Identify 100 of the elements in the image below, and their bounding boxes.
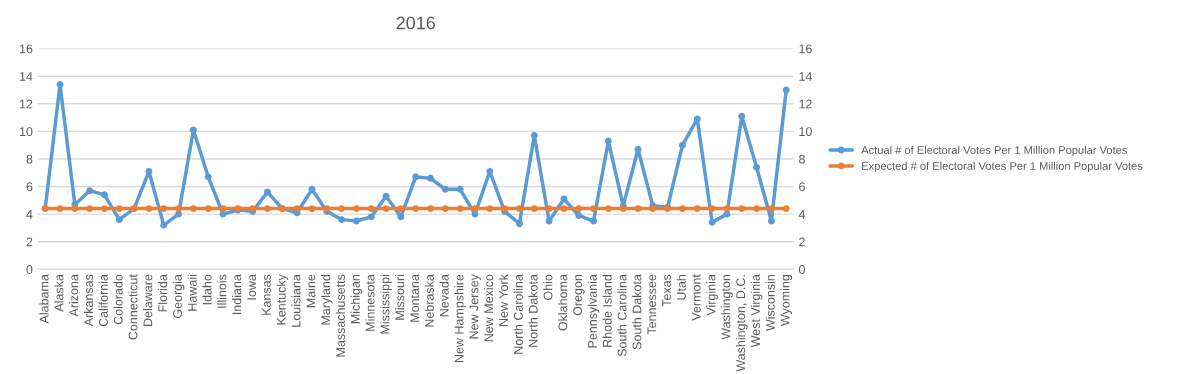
point (352, 217, 360, 225)
point (782, 86, 790, 94)
chart-title: 2016 (396, 16, 435, 30)
x-tick-label: Indiana (232, 274, 242, 314)
x-tick-label: Illinois (217, 274, 227, 308)
point (367, 213, 375, 221)
y-tick-label: 6 (26, 182, 33, 192)
point (515, 220, 523, 228)
y-tick-label: 2 (26, 237, 33, 247)
y2-tick-label: 8 (799, 154, 805, 164)
y-tick-label: 10 (19, 127, 33, 137)
x-tick-label: Tennessee (647, 274, 657, 335)
point (56, 81, 64, 88)
point (308, 205, 316, 213)
point (708, 218, 716, 226)
x-tick-label: Delaware (143, 274, 153, 326)
y-tick-label: 8 (26, 154, 33, 164)
point (738, 112, 746, 120)
x-tick-label: North Carolina (513, 274, 523, 354)
y2-tick-label: 10 (799, 127, 812, 137)
point (101, 205, 108, 213)
x-tick-label: Arkansas (83, 274, 94, 327)
x-tick-label: Washington, D.C. (735, 275, 748, 372)
y2-tick-label: 16 (799, 44, 812, 54)
point (575, 205, 583, 213)
x-tick-label: Iowa (247, 274, 257, 300)
x-tick-label: Alaska (54, 274, 64, 312)
x-tick-label: Utah (676, 274, 686, 300)
x-tick-label: New Jersey (469, 274, 481, 339)
x-tick-label: Georgia (172, 274, 185, 318)
point (219, 205, 227, 213)
x-tick-label: North Dakota (528, 274, 538, 347)
x-tick-label: Michigan (350, 274, 363, 324)
point (723, 205, 731, 213)
x-tick-label: Nevada (439, 274, 449, 317)
x-tick-label: Colorado (113, 274, 123, 325)
point (427, 174, 434, 182)
point (634, 205, 642, 213)
legend-label: Expected # of Electoral Votes Per 1 Million Popular Votes (862, 161, 1143, 173)
point (382, 205, 390, 213)
x-tick-label: Alabama (39, 274, 49, 324)
x-tick-label: Virginia (706, 274, 718, 316)
x-tick-label: Massachusetts (335, 274, 345, 357)
x-tick-label: Maryland (320, 274, 333, 325)
point (604, 205, 612, 213)
point (634, 145, 642, 153)
point (530, 132, 538, 139)
point (145, 167, 153, 175)
x-tick-label: Florida (157, 274, 168, 312)
x-tick-label: Washington (721, 274, 733, 340)
x-tick-label: Kentucky (276, 274, 289, 325)
x-tick-label: Oklahoma (558, 274, 568, 331)
y-tick-label: 12 (19, 99, 33, 109)
point (115, 216, 123, 224)
point (397, 213, 405, 221)
x-tick-label: Minnesota (365, 274, 375, 331)
x-tick-label: Maine (306, 274, 316, 308)
point (441, 205, 449, 213)
point (708, 205, 716, 213)
point (590, 205, 598, 213)
x-tick-label: Arizona (69, 274, 79, 317)
x-tick-label: Oregon (573, 274, 585, 316)
point (767, 205, 775, 213)
point (679, 205, 686, 213)
x-tick-label: Montana (410, 274, 420, 322)
x-tick-label: Rhode Island (602, 274, 612, 347)
x-tick-label: Mississippi (380, 274, 392, 334)
x-tick-label: Wyoming (780, 274, 793, 327)
point (175, 210, 183, 218)
x-tick-label: South Carolina (617, 274, 627, 357)
point (86, 205, 94, 213)
point (486, 205, 494, 213)
y2-tick-label: 14 (799, 72, 813, 81)
point (101, 191, 108, 199)
x-tick-label: California (98, 274, 108, 327)
point (204, 205, 212, 213)
y-tick-label: 14 (19, 72, 33, 81)
point (115, 205, 123, 213)
x-tick-label: Connecticut (128, 274, 138, 340)
point (753, 163, 761, 171)
point (175, 205, 183, 213)
x-tick-label: Ohio (543, 274, 553, 300)
point (456, 205, 464, 213)
point (160, 221, 168, 229)
point (515, 205, 523, 213)
y2-tick-label: 0 (798, 265, 805, 274)
x-tick-label: Nebraska (424, 274, 434, 327)
x-tick-label: New Mexico (483, 274, 494, 342)
point (412, 173, 420, 181)
y2-tick-label: 12 (799, 99, 812, 109)
y-tick-label: 4 (26, 210, 33, 219)
point (441, 185, 449, 193)
point (189, 205, 197, 213)
point (56, 205, 64, 213)
point (293, 205, 301, 213)
legend-label: Actual # of Electoral Votes Per 1 Million Popular Votes (861, 145, 1127, 157)
x-tick-label: Kansas (262, 274, 271, 315)
y-tick-label: 0 (26, 265, 33, 274)
point (189, 126, 197, 134)
point (560, 205, 568, 213)
